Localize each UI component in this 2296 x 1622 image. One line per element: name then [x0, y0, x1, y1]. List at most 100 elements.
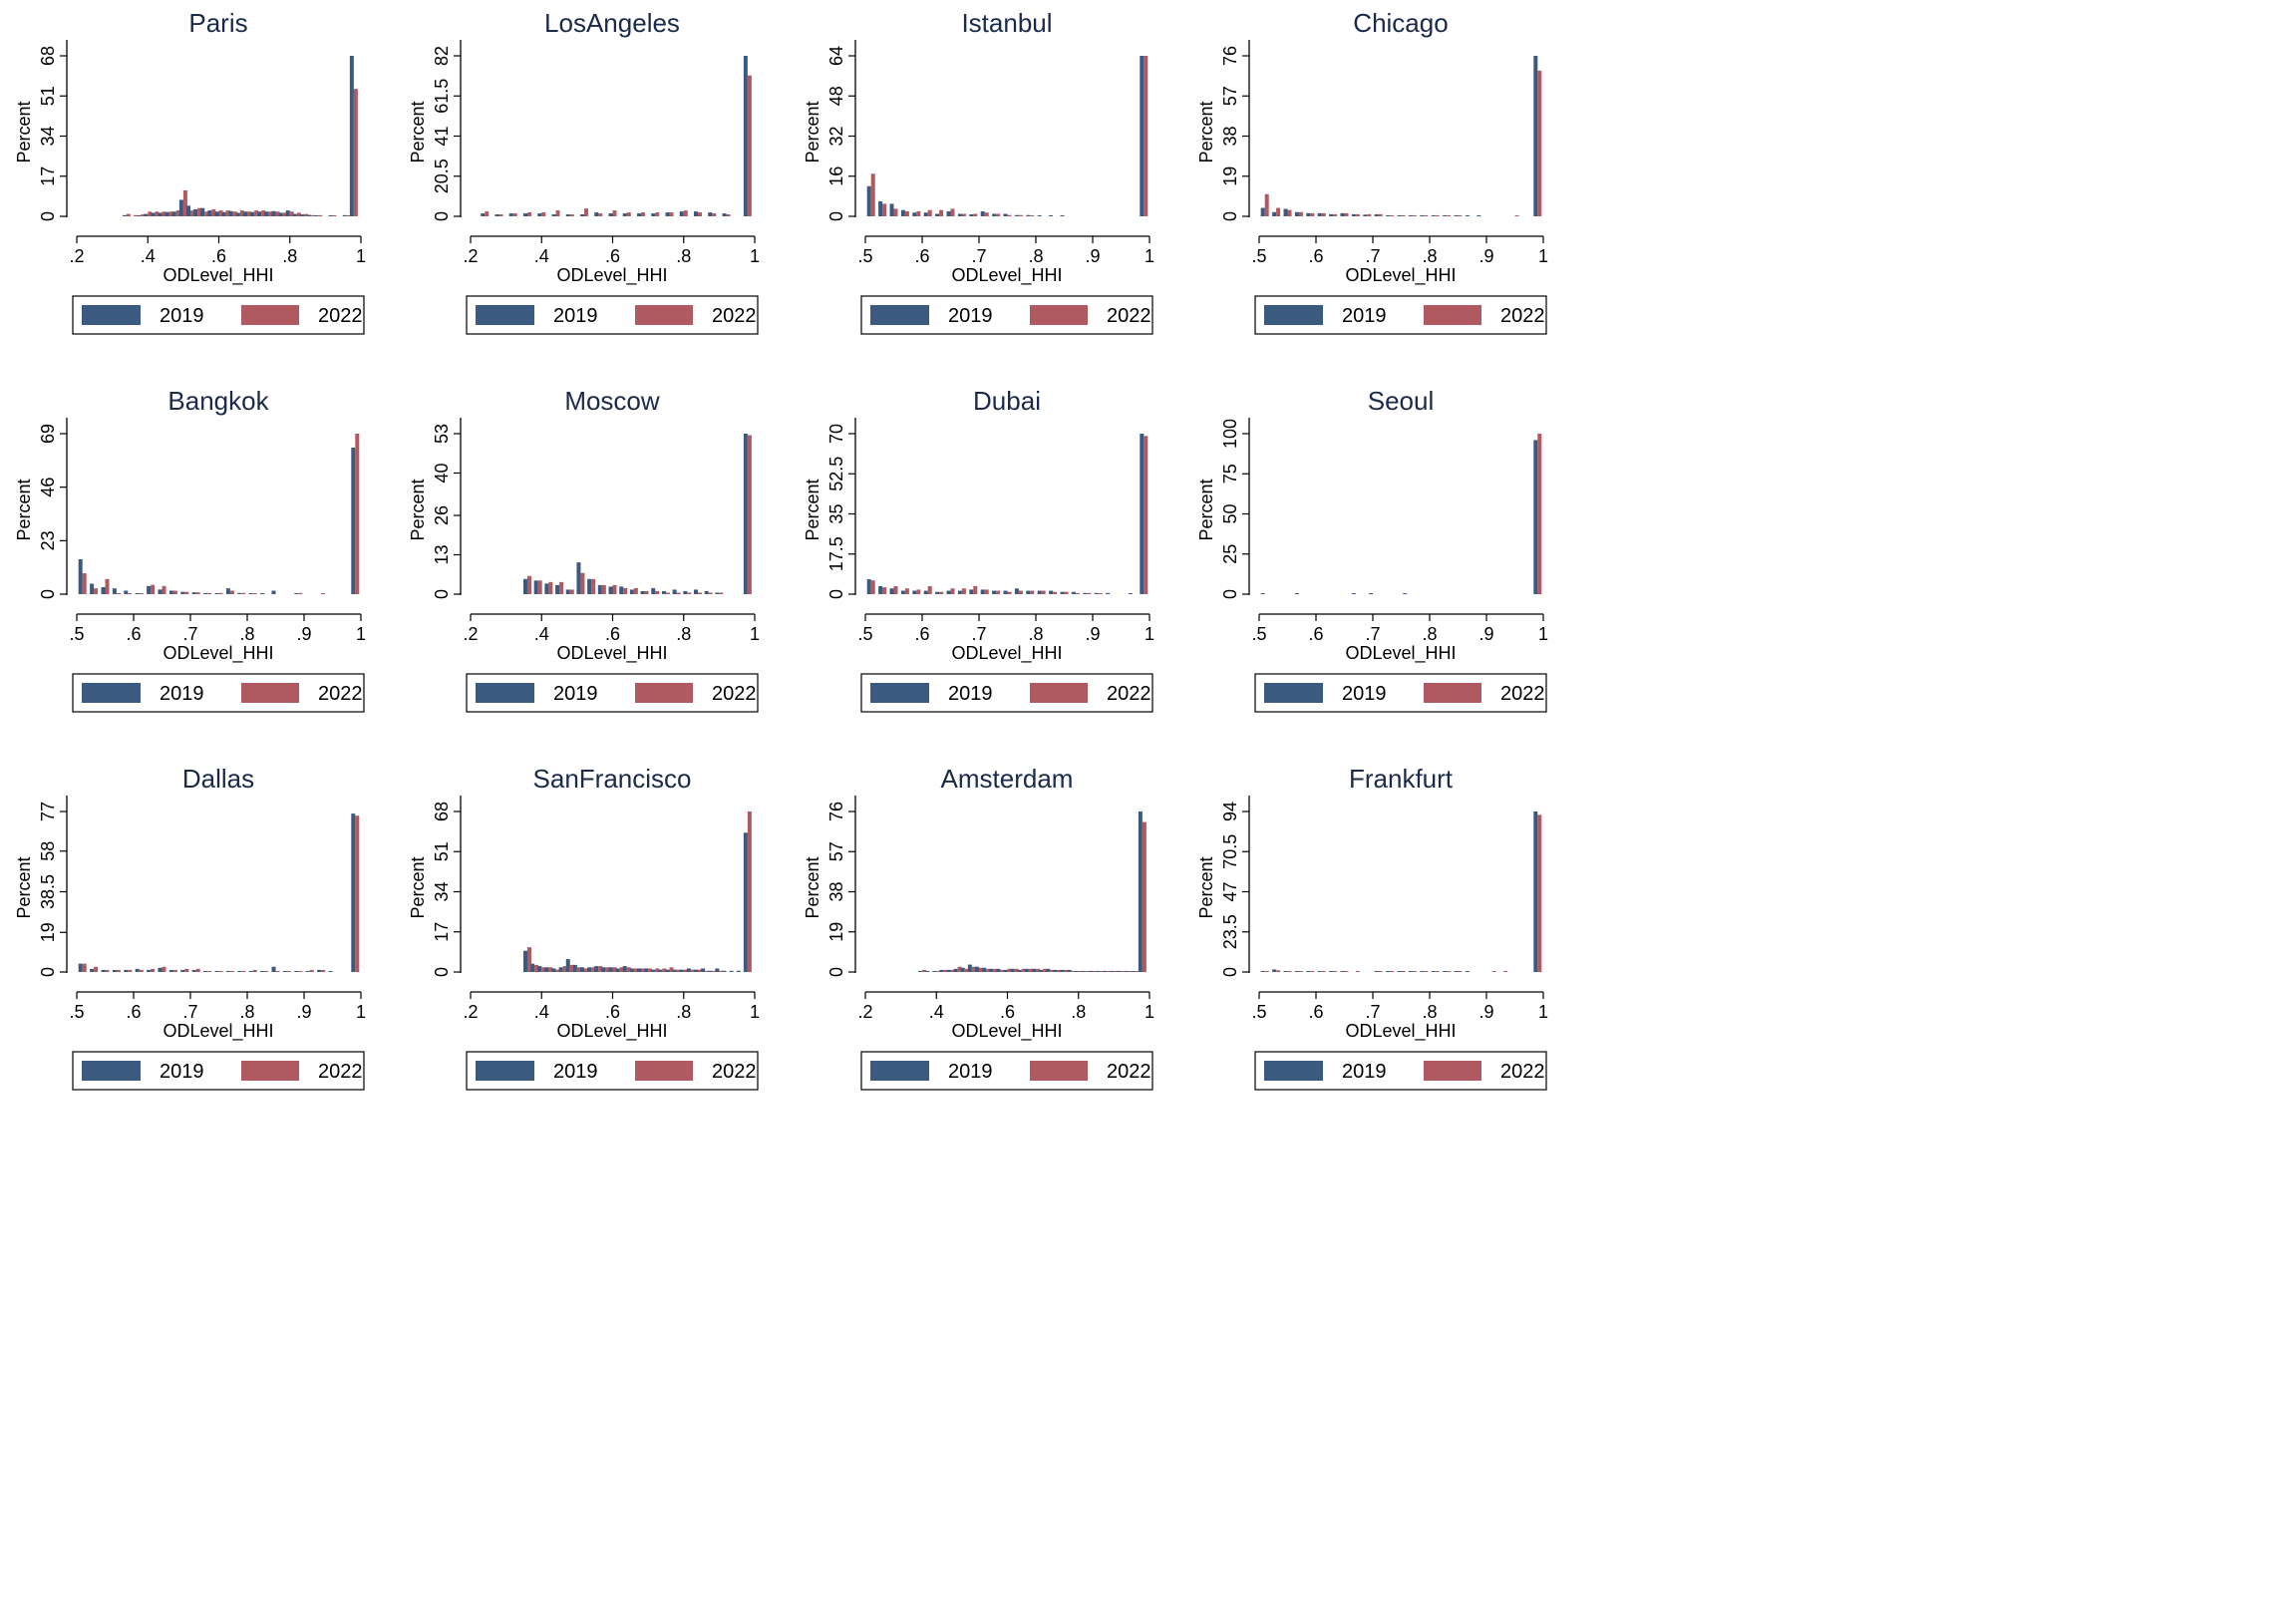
- legend-label-2019: 2019: [948, 1061, 993, 1083]
- bar-2019: [957, 590, 962, 594]
- bar-2022: [619, 967, 624, 972]
- bar-2022: [1390, 971, 1395, 972]
- bar-2019: [1363, 214, 1368, 216]
- bar-2022: [996, 213, 1001, 216]
- bar-2019: [701, 968, 706, 972]
- y-tick-label: 13: [432, 544, 452, 564]
- bar-2019: [1374, 213, 1379, 216]
- bar-2019: [969, 589, 974, 594]
- bar-2022: [950, 208, 955, 216]
- x-tick-label: 1: [1538, 246, 1548, 266]
- bar-2022: [1287, 209, 1292, 216]
- bar-2022: [1098, 593, 1103, 594]
- bar-2019: [1294, 211, 1299, 216]
- bar-2022: [1107, 970, 1112, 972]
- chart-title: Paris: [188, 8, 247, 38]
- x-tick-label: .5: [69, 624, 84, 644]
- bar-2019: [481, 213, 486, 216]
- bar-2019: [1138, 811, 1143, 972]
- bar-2019: [328, 215, 333, 216]
- bar-2022: [1514, 215, 1519, 216]
- bar-2019: [889, 588, 894, 594]
- bar-2022: [116, 969, 121, 972]
- bar-2022: [1367, 213, 1372, 216]
- bar-2022: [105, 578, 110, 594]
- bar-2022: [197, 207, 202, 216]
- bar-2019: [878, 585, 883, 594]
- x-tick-label: .7: [971, 246, 986, 266]
- y-tick-label: 38: [1220, 126, 1240, 146]
- bar-2019: [918, 970, 922, 972]
- bar-2019: [1431, 971, 1436, 972]
- x-tick-label: .5: [1251, 624, 1266, 644]
- x-tick-label: .5: [1251, 246, 1266, 266]
- bar-2022: [973, 585, 978, 594]
- bar-2019: [282, 970, 287, 972]
- bar-2019: [946, 969, 951, 972]
- bar-2019: [953, 968, 958, 972]
- bar-2019: [975, 966, 979, 972]
- y-axis-title: Percent: [408, 856, 428, 918]
- legend-label-2022: 2022: [318, 1061, 363, 1083]
- bar-2019: [1329, 971, 1334, 972]
- y-axis-title: Percent: [1196, 856, 1216, 918]
- bar-2019: [1465, 971, 1470, 972]
- bar-2019: [736, 970, 741, 972]
- bar-2022: [1537, 814, 1542, 972]
- bar-2022: [662, 968, 667, 972]
- x-tick-label: .8: [1422, 246, 1437, 266]
- bar-2022: [229, 590, 234, 594]
- bar-2022: [591, 578, 596, 594]
- bar-2019: [530, 963, 535, 972]
- bar-2022: [562, 966, 567, 972]
- bar-2022: [282, 212, 287, 216]
- bar-2019: [551, 214, 556, 216]
- bar-2022: [641, 968, 645, 972]
- y-tick-label: 0: [1220, 211, 1240, 221]
- legend: 2019 2022: [860, 295, 1153, 335]
- bar-2022: [591, 967, 596, 972]
- y-tick-label: 38: [826, 881, 846, 901]
- bar-2019: [640, 590, 645, 594]
- bar-2019: [565, 589, 570, 594]
- legend-label-2022: 2022: [1107, 1061, 1151, 1083]
- bar-2019: [715, 968, 720, 972]
- bar-2022: [708, 592, 713, 594]
- bar-2019: [124, 590, 129, 594]
- y-tick-label: 26: [432, 505, 452, 525]
- x-tick-label: 1: [1538, 1002, 1548, 1022]
- legend-swatch-2019: [476, 683, 534, 703]
- legend-swatch-2019: [82, 683, 141, 703]
- y-tick-label: 34: [432, 881, 452, 901]
- bar-2022: [698, 969, 702, 972]
- bar-2022: [346, 215, 351, 216]
- bar-2019: [523, 950, 527, 972]
- bar-2022: [633, 968, 638, 972]
- bar-2019: [1026, 590, 1031, 594]
- legend-label-2022: 2022: [318, 305, 363, 327]
- y-tick-label: 76: [826, 802, 846, 821]
- bar-2022: [1064, 591, 1069, 594]
- y-axis-title: Percent: [14, 479, 34, 540]
- bar-2019: [78, 963, 83, 972]
- chart-title: LosAngeles: [544, 8, 680, 38]
- bar-2022: [719, 970, 724, 972]
- x-axis-title: ODLevel_HHI: [556, 265, 667, 286]
- bar-2019: [1103, 970, 1108, 972]
- bar-2019: [171, 211, 176, 216]
- bar-2019: [193, 208, 198, 216]
- bar-2022: [950, 588, 955, 594]
- bar-2022: [512, 213, 517, 216]
- bar-2022: [1030, 590, 1035, 594]
- x-tick-label: .2: [857, 1002, 872, 1022]
- bar-2022: [633, 587, 638, 594]
- chart-panel-frankfurt: Frankfurt 0 23.5 47 70.5 94 Percent .5 .6 .7 .8 .9 1…: [1196, 764, 1548, 1091]
- bar-2022: [264, 970, 269, 972]
- bar-2019: [1003, 969, 1008, 972]
- bar-2019: [214, 211, 219, 216]
- bar-2019: [214, 970, 219, 972]
- x-tick-label: .5: [1251, 1002, 1266, 1022]
- bar-2022: [225, 210, 230, 216]
- bar-2022: [687, 592, 692, 594]
- x-tick-label: .6: [211, 246, 226, 266]
